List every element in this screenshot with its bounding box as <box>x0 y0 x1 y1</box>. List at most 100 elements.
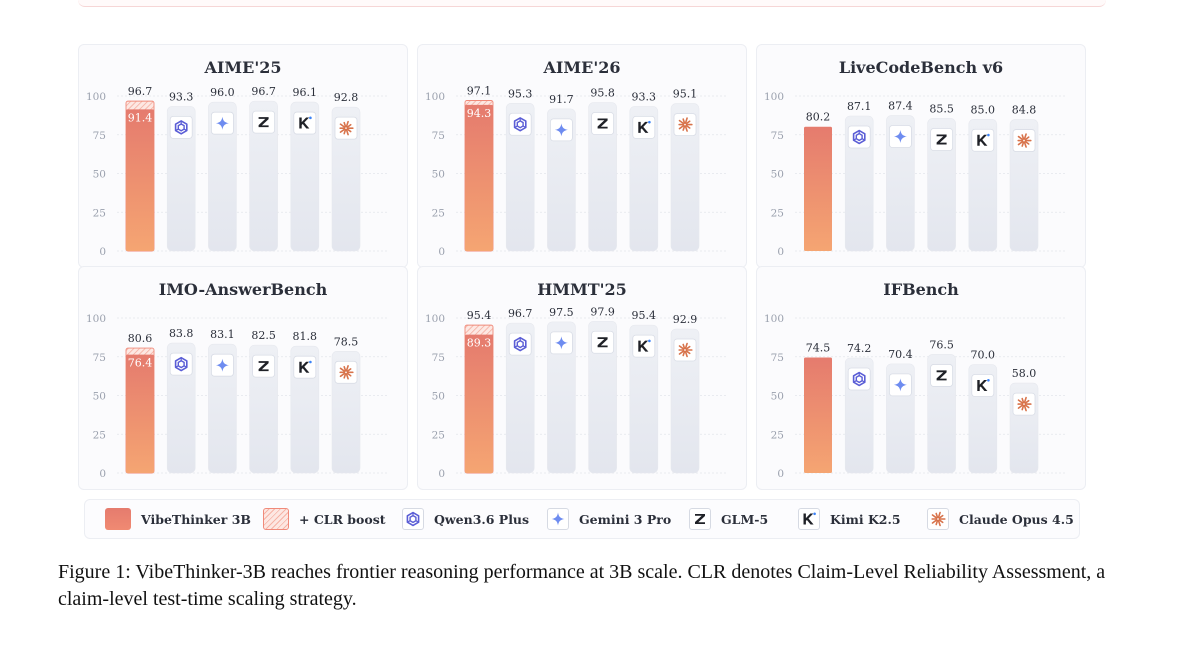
top-decoration <box>78 0 1106 7</box>
bar-vibethinker <box>465 104 493 252</box>
claude-icon <box>334 360 358 384</box>
legend-label-claude: Claude Opus 4.5 <box>959 511 1074 527</box>
data-label-qwen: 83.8 <box>169 327 194 340</box>
data-label-claude: 58.0 <box>1012 367 1037 380</box>
chart-panel-livecodebench: LiveCodeBench v6 0 25 50 75 100 80.2 87.1 87.4 85… <box>756 44 1086 268</box>
bar-claude <box>670 328 700 474</box>
y-tick-label: 25 <box>432 429 445 441</box>
data-label-clr: 80.6 <box>128 332 153 345</box>
bar-gemini <box>547 108 576 252</box>
bar-claude <box>331 106 361 252</box>
bar-glm <box>588 102 617 252</box>
data-label-glm: 95.8 <box>590 87 615 100</box>
legend-label-vibethinker: VibeThinker 3B <box>141 511 251 527</box>
kimi-icon <box>798 508 820 530</box>
claude-icon <box>1012 392 1036 416</box>
chart-panel-aime26: AIME'26 0 25 50 75 100 97.1 94.3 95.3 91.7 95.8 93.… <box>417 44 747 268</box>
data-label-glm: 76.5 <box>929 338 954 351</box>
data-label-qwen: 87.1 <box>847 100 872 113</box>
data-label-claude: 84.8 <box>1012 104 1037 117</box>
data-label-kimi: 70.0 <box>971 349 996 362</box>
data-label-glm: 85.5 <box>929 102 954 115</box>
bar-qwen <box>166 106 196 252</box>
qwen-icon <box>508 332 532 356</box>
bar-qwen <box>505 322 535 474</box>
kimi-icon <box>293 111 317 135</box>
kimi-icon <box>971 128 995 152</box>
gemini-icon <box>547 508 569 530</box>
y-tick-label: 0 <box>99 468 106 480</box>
data-label-gemini: 97.5 <box>549 306 574 319</box>
data-label-vibethinker: 74.5 <box>806 342 831 355</box>
gemini-icon <box>210 353 234 377</box>
kimi-icon <box>293 355 317 379</box>
glm-icon <box>591 330 615 354</box>
glm-icon <box>689 508 711 530</box>
bar-vibethinker <box>126 109 154 251</box>
legend-item-glm: GLM-5 <box>689 500 768 538</box>
legend-item-vibethinker: VibeThinker 3B <box>105 500 251 538</box>
legend-item-gemini: Gemini 3 Pro <box>547 500 671 538</box>
gemini-icon <box>888 373 912 397</box>
glm-icon <box>252 354 276 378</box>
bar-gemini <box>886 115 915 252</box>
qwen-icon <box>847 125 871 149</box>
bar-vibethinker <box>804 357 832 473</box>
qwen-icon <box>402 508 424 530</box>
gemini-icon <box>888 125 912 148</box>
y-tick-label: 75 <box>93 352 106 364</box>
data-label-kimi: 93.3 <box>632 90 657 103</box>
y-tick-label: 0 <box>438 246 445 258</box>
legend-item-qwen: Qwen3.6 Plus <box>402 500 529 538</box>
data-label-vibethinker: 80.2 <box>806 111 831 124</box>
data-label-gemini: 70.4 <box>888 348 913 361</box>
legend-label-clr-boost: + CLR boost <box>299 511 386 527</box>
claude-icon <box>927 508 949 530</box>
bar-claude <box>1009 119 1039 252</box>
chart-panel-ifbench: IFBench 0 25 50 75 100 74.5 74.2 70.4 76.5 70.0 58.… <box>756 266 1086 490</box>
y-tick-label: 100 <box>86 313 106 325</box>
bar-kimi <box>629 106 659 252</box>
legend-item-kimi: Kimi K2.5 <box>798 500 901 538</box>
legend-item-clr-boost: + CLR boost <box>263 500 386 538</box>
data-label-clr: 97.1 <box>467 84 492 97</box>
kimi-icon <box>632 115 656 139</box>
bar-claude <box>670 103 700 252</box>
data-label-clr: 95.4 <box>467 309 492 322</box>
data-label-vibethinker: 76.4 <box>128 357 153 370</box>
legend-label-qwen: Qwen3.6 Plus <box>434 511 530 527</box>
data-label-clr: 96.7 <box>128 85 153 98</box>
data-label-claude: 92.8 <box>334 91 359 104</box>
bar-vibethinker <box>804 126 832 251</box>
chart-grid: AIME'25 0 25 50 75 100 96.7 91.4 93.3 96.0 96.7 96.… <box>78 44 1112 491</box>
y-tick-label: 25 <box>771 207 784 219</box>
chart-title: HMMT'25 <box>537 280 627 299</box>
data-label-qwen: 93.3 <box>169 90 194 103</box>
data-label-qwen: 96.7 <box>508 307 533 320</box>
legend-swatch-vibethinker <box>105 508 131 530</box>
chart-legend: VibeThinker 3B + CLR boost Qwen3.6 Plus … <box>84 499 1080 539</box>
bar-kimi <box>629 324 659 474</box>
y-tick-label: 25 <box>93 429 106 441</box>
chart-title: IFBench <box>883 280 959 299</box>
data-label-kimi: 81.8 <box>293 330 318 343</box>
bar-kimi <box>290 101 320 252</box>
y-tick-label: 25 <box>93 207 106 219</box>
y-tick-label: 50 <box>771 391 784 403</box>
qwen-icon <box>508 112 532 136</box>
data-label-kimi: 85.0 <box>971 103 996 116</box>
chart-title: AIME'26 <box>543 58 621 77</box>
qwen-icon <box>169 352 193 376</box>
data-label-claude: 78.5 <box>334 335 359 348</box>
y-tick-label: 100 <box>86 91 106 103</box>
glm-icon <box>252 110 276 134</box>
y-tick-label: 75 <box>771 130 784 142</box>
chart-panel-imo-answerbench: IMO-AnswerBench 0 25 50 75 100 80.6 76.4 83.8 83.… <box>78 266 408 490</box>
claude-icon <box>673 338 697 362</box>
data-label-gemini: 87.4 <box>888 100 913 113</box>
bar-kimi <box>968 118 998 252</box>
figure-caption: Figure 1: VibeThinker-3B reaches frontie… <box>58 561 1106 610</box>
legend-label-gemini: Gemini 3 Pro <box>579 511 672 527</box>
data-label-vibethinker: 94.3 <box>467 107 492 120</box>
glm-icon <box>930 364 954 387</box>
